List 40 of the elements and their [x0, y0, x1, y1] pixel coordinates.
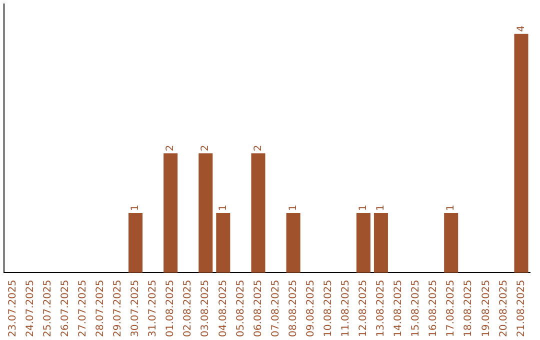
- x-tick-label: 05.08.2025: [235, 280, 246, 338]
- x-tick-label: 14.08.2025: [393, 280, 404, 338]
- x-tick-label: 01.08.2025: [165, 280, 176, 338]
- x-tick-label: 30.07.2025: [130, 280, 142, 338]
- x-tick-label: 17.08.2025: [446, 280, 457, 338]
- data-label: 2: [252, 144, 264, 152]
- x-tick-label: 20.08.2025: [498, 280, 510, 338]
- x-tick-label: 06.08.2025: [252, 280, 264, 338]
- data-label: 1: [358, 204, 370, 212]
- data-label: 2: [165, 144, 176, 152]
- data-label: 1: [218, 204, 229, 212]
- x-tick-label: 04.08.2025: [218, 280, 229, 338]
- data-label: 1: [376, 204, 387, 212]
- x-tick-label: 08.08.2025: [288, 280, 299, 338]
- x-tick-label: 09.08.2025: [305, 280, 316, 338]
- x-tick-label: 03.08.2025: [200, 280, 212, 338]
- x-tick-label: 07.08.2025: [270, 280, 282, 338]
- x-tick-label: 13.08.2025: [376, 280, 387, 338]
- x-tick-label: 21.08.2025: [516, 280, 527, 338]
- x-tick-label: 18.08.2025: [463, 280, 474, 338]
- x-tick-label: 23.07.2025: [7, 280, 18, 338]
- data-label: 1: [446, 204, 457, 212]
- x-tick-label: 29.07.2025: [112, 280, 124, 338]
- data-label: 4: [516, 25, 527, 32]
- x-tick-label: 27.07.2025: [77, 280, 88, 338]
- data-label: 2: [200, 144, 212, 152]
- x-tick-label: 12.08.2025: [358, 280, 370, 338]
- x-tick-label: 15.08.2025: [410, 280, 422, 338]
- x-tick-label: 19.08.2025: [480, 280, 492, 338]
- x-tick-label: 26.07.2025: [60, 280, 71, 338]
- x-tick-label: 11.08.2025: [340, 280, 352, 338]
- x-tick-label: 16.08.2025: [428, 280, 440, 338]
- x-tick-label: 02.08.2025: [182, 280, 194, 338]
- x-tick-label: 24.07.2025: [24, 280, 36, 338]
- x-tick-label: 28.07.2025: [95, 280, 106, 338]
- data-label: 1: [288, 204, 299, 212]
- x-tick-label: 25.07.2025: [42, 280, 54, 338]
- x-tick-label: 31.07.2025: [148, 280, 159, 338]
- x-tick-label: 10.08.2025: [322, 280, 334, 338]
- data-label: 1: [130, 204, 142, 212]
